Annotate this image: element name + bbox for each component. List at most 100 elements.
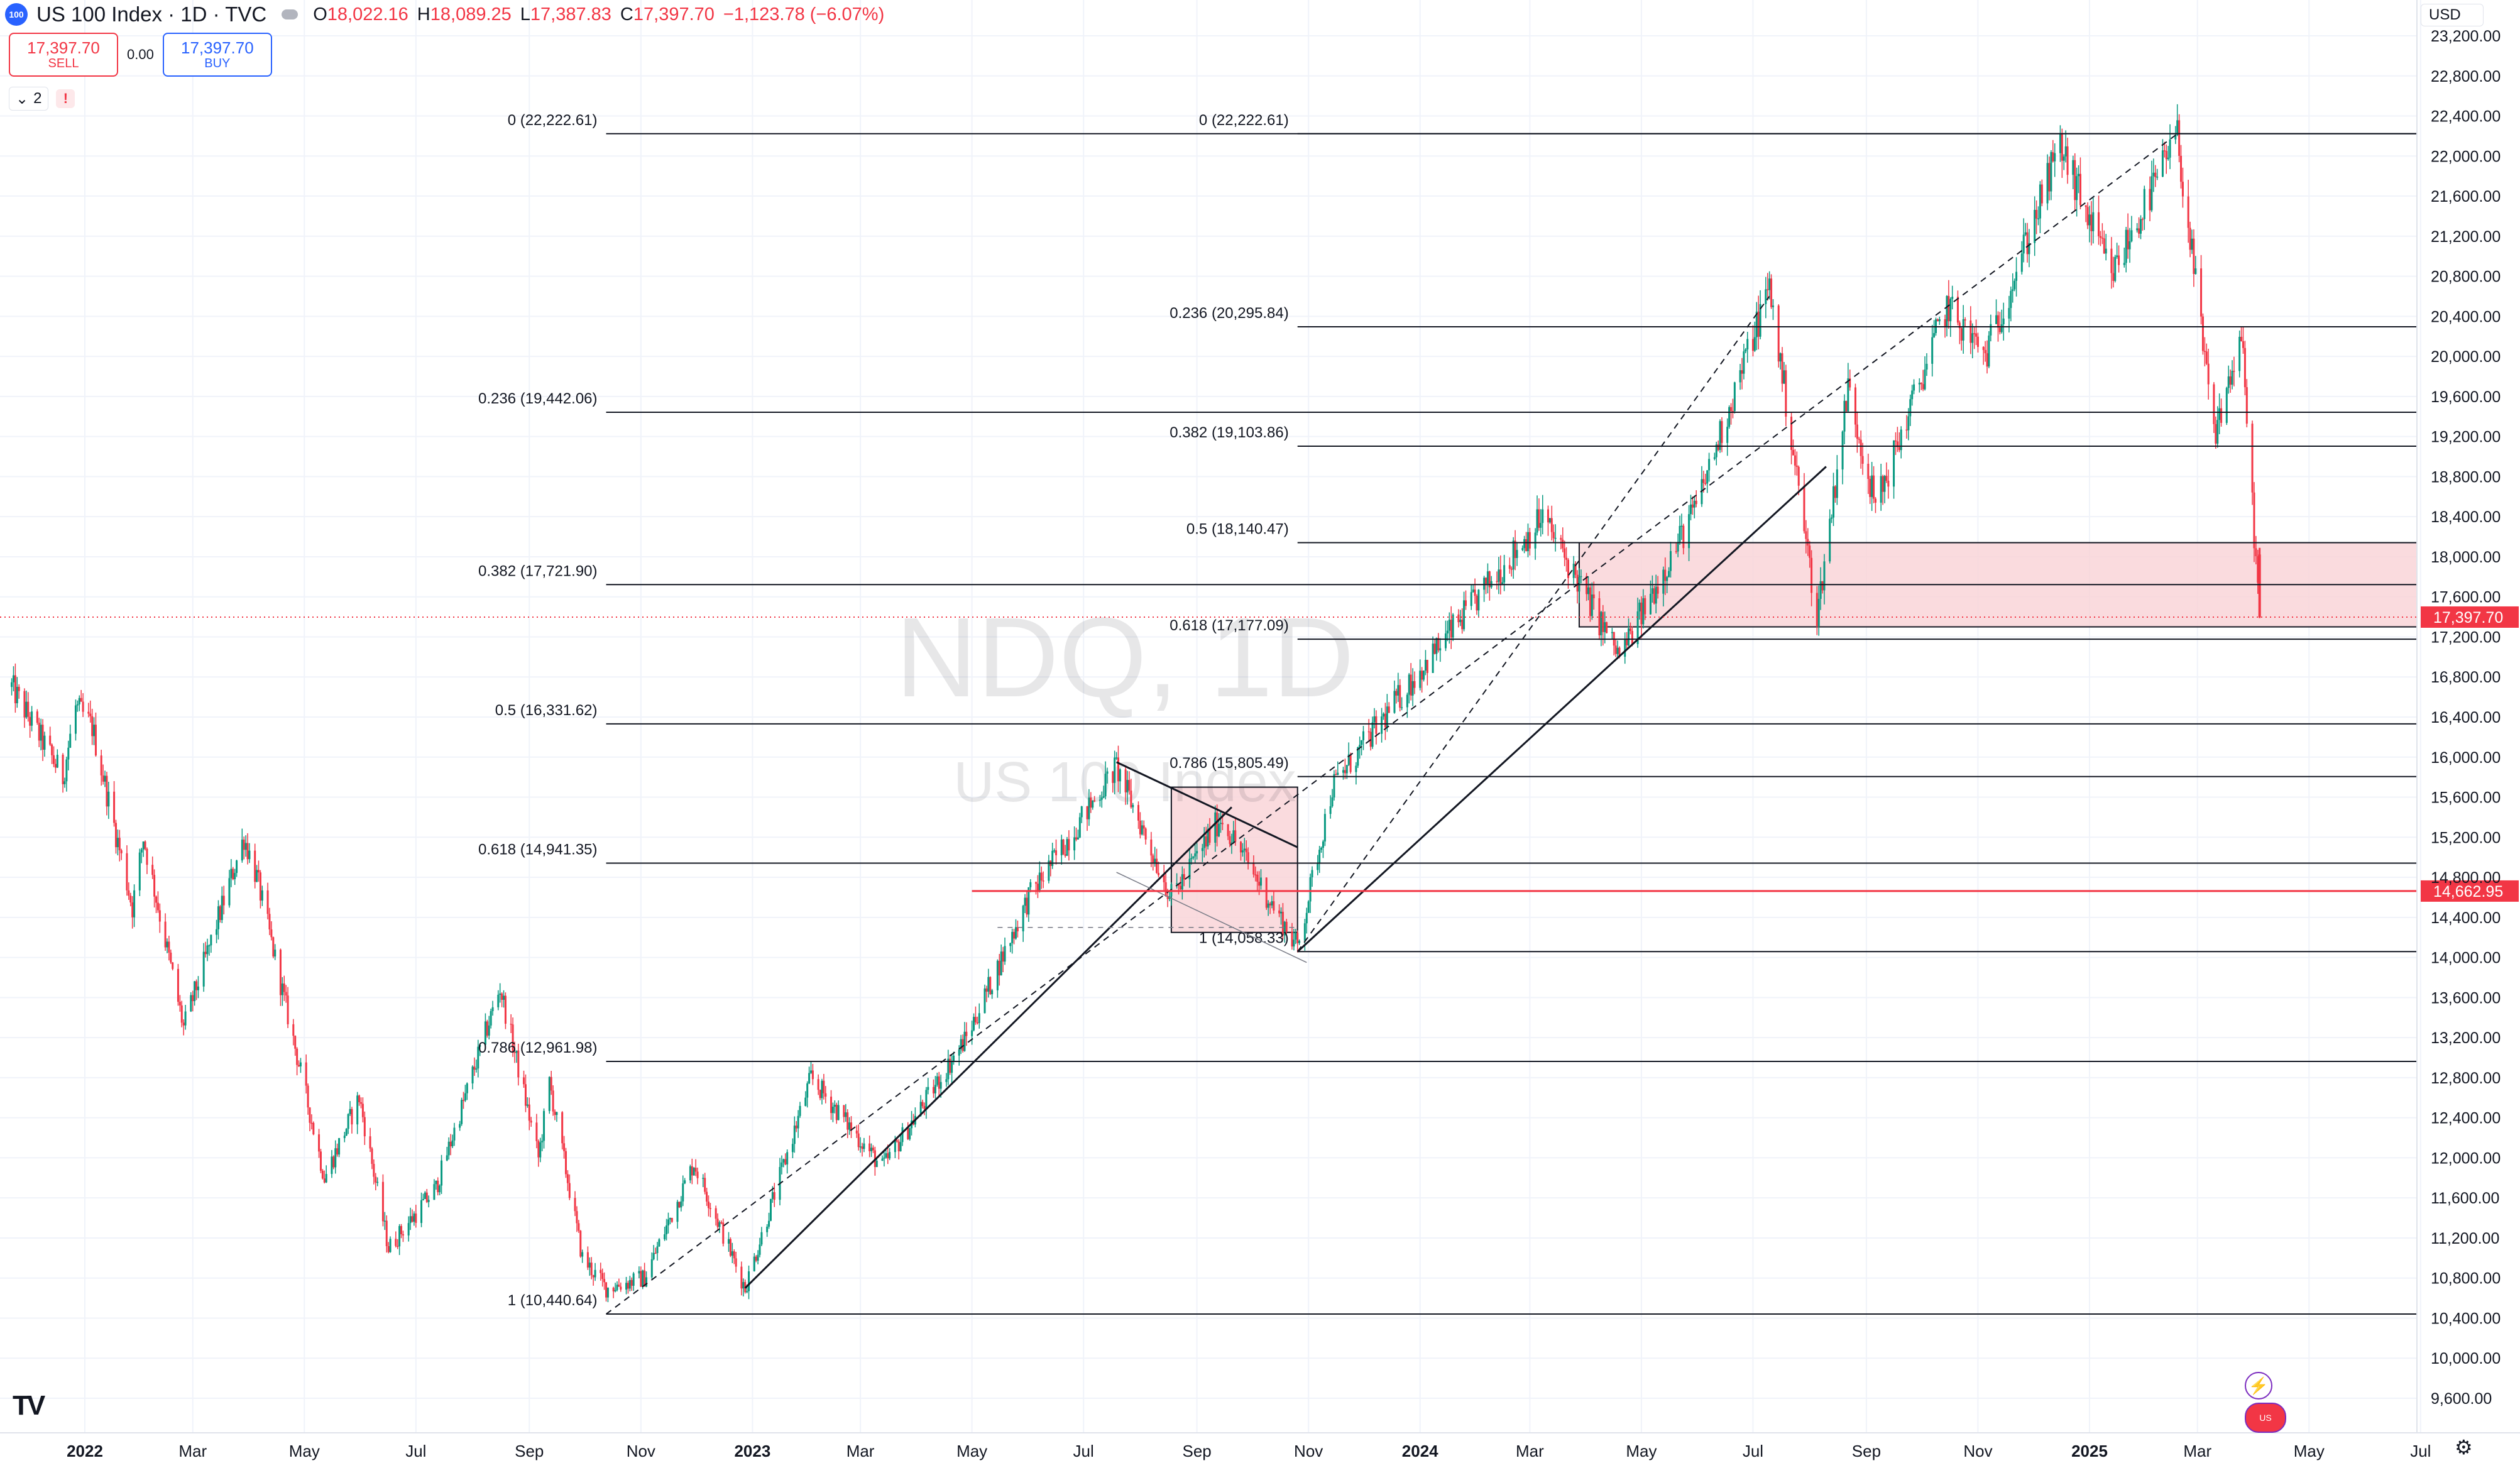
candle-body	[1887, 480, 1890, 487]
candle-body	[254, 850, 256, 882]
candle-body	[645, 1277, 648, 1287]
market-status-icon[interactable]	[282, 9, 299, 19]
candle-body	[164, 921, 167, 948]
price-axis[interactable]: 9,600.00 10,000.00 10,400.00 10,800.00 11,20…	[2416, 0, 2501, 1433]
candle-body	[453, 1127, 456, 1141]
candle-body	[1538, 509, 1540, 528]
candle-body	[318, 1134, 320, 1152]
candle-body	[89, 713, 92, 716]
settings-gear-icon[interactable]: ⚙	[2455, 1436, 2473, 1459]
symbol-title[interactable]: US 100 Index · 1D · TVC	[36, 3, 267, 26]
candle-body	[1247, 852, 1249, 863]
candle-body	[642, 1270, 644, 1287]
candle-body	[36, 711, 38, 723]
time-axis[interactable]: 2022 Mar May Jul Sep Nov 2023 Mar May Jul Sep Nov 20…	[0, 1432, 2520, 1460]
time-tick-label: May	[2294, 1442, 2325, 1460]
candle-body	[180, 1005, 183, 1023]
candle-body	[824, 1093, 827, 1097]
candle-body	[2167, 157, 2169, 160]
candle-body	[2189, 227, 2191, 250]
symbol-logo-icon[interactable]: 100	[5, 3, 28, 26]
lightning-icon[interactable]: ⚡	[2245, 1372, 2272, 1400]
time-tick-label: Mar	[178, 1442, 207, 1460]
candle-body	[1219, 823, 1222, 824]
candle-body	[2201, 316, 2204, 351]
candle-body	[517, 1050, 520, 1078]
candle-body	[221, 896, 223, 920]
candle-body	[1772, 305, 1774, 307]
tradingview-logo-icon[interactable]: TV	[13, 1390, 45, 1421]
candle-body	[383, 1220, 386, 1222]
candle-body	[2008, 308, 2010, 319]
fibonacci-retracements[interactable]: 0 (22,222.61) 0.236 (19,442.06) 0.382 (17,…	[478, 112, 2417, 1315]
candle-body	[2141, 219, 2144, 221]
candle-body	[1051, 850, 1054, 866]
candle-body	[2010, 290, 2012, 309]
horizontal-lines[interactable]: 14,662.95 17,397.70	[0, 606, 2519, 902]
ohlc-values: O18,022.16 H18,089.25 L17,387.83 C17,397…	[313, 4, 884, 25]
candle-body	[1792, 449, 1794, 456]
candle-body	[1614, 645, 1617, 654]
candle-body	[1273, 901, 1275, 911]
sell-button[interactable]: 17,397.70 SELL	[9, 33, 118, 77]
candle-body	[177, 968, 179, 1002]
indicators-toggle[interactable]: ⌄ 2	[9, 87, 49, 111]
candle-body	[566, 1174, 569, 1183]
candle-body	[766, 1226, 769, 1232]
time-tick-label: Jul	[405, 1442, 426, 1460]
candle-body	[41, 725, 44, 750]
horizontal-level-tag	[2421, 880, 2519, 902]
candle-body	[258, 870, 260, 873]
currency-selector[interactable]: USD	[2421, 4, 2484, 26]
candle-body	[298, 1065, 300, 1066]
price-tick-label: 14,800.00	[2431, 869, 2501, 887]
trendlines[interactable]	[605, 133, 2178, 1315]
candle-body	[1964, 319, 1966, 320]
candle-body	[1241, 850, 1244, 853]
candle-body	[1905, 429, 1908, 431]
candle-body	[1381, 716, 1383, 734]
fib-level-label: 0.618 (14,941.35)	[478, 841, 597, 858]
price-tick-label: 18,400.00	[2431, 508, 2501, 526]
candle-body	[1542, 509, 1544, 523]
candle-body	[1873, 475, 1875, 499]
candle-body	[1419, 671, 1422, 688]
candle-body	[120, 850, 123, 853]
candle-body	[192, 995, 194, 1002]
time-tick-label: Jul	[2410, 1442, 2431, 1460]
buy-button[interactable]: 17,397.70 BUY	[162, 33, 272, 77]
candle-body	[1591, 594, 1593, 616]
candle-body	[2103, 238, 2105, 254]
candle-body	[1254, 874, 1257, 875]
candle-body	[859, 1146, 862, 1148]
candle-body	[2229, 376, 2232, 385]
candle-body	[376, 1181, 379, 1183]
candle-body	[735, 1258, 737, 1267]
candle-body	[1836, 469, 1838, 498]
candle-body	[31, 711, 33, 726]
warning-icon[interactable]: !	[56, 89, 75, 108]
candle-body	[1317, 863, 1319, 870]
candle-body	[1795, 465, 1798, 467]
candle-body	[425, 1192, 428, 1202]
fib-level-label: 0.382 (17,721.90)	[478, 562, 597, 579]
candle-body	[1719, 421, 1721, 451]
candle-body	[244, 843, 247, 850]
candle-body	[504, 995, 507, 1024]
candle-body	[1636, 611, 1639, 644]
indicator-row: ⌄ 2 !	[9, 87, 75, 111]
candle-body	[1849, 378, 1851, 388]
candle-body	[1411, 681, 1414, 696]
us-flag-icon[interactable]: US	[2245, 1403, 2286, 1433]
candle-body	[182, 1022, 185, 1026]
candle-body	[2178, 120, 2181, 156]
candle-body	[1882, 476, 1884, 492]
candle-body	[1053, 850, 1056, 852]
price-tick-label: 16,000.00	[2431, 749, 2501, 767]
candle-body	[345, 1129, 348, 1136]
candle-body	[961, 1039, 964, 1051]
candle-body	[1114, 757, 1116, 783]
candle-body	[1576, 574, 1579, 592]
candle-body	[1560, 537, 1562, 540]
